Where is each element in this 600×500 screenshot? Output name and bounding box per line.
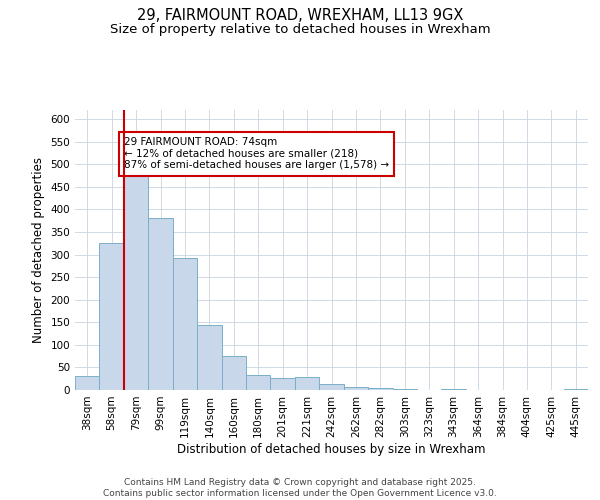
- Bar: [442, 389, 466, 390]
- Bar: [295, 378, 319, 390]
- Bar: [124, 168, 148, 390]
- Bar: [100, 243, 124, 390]
- Bar: [368, 388, 392, 390]
- Bar: [173, 258, 197, 390]
- Bar: [344, 387, 368, 390]
- Bar: [392, 389, 417, 390]
- Text: 29 FAIRMOUNT ROAD: 74sqm
← 12% of detached houses are smaller (218)
87% of semi-: 29 FAIRMOUNT ROAD: 74sqm ← 12% of detach…: [124, 137, 389, 170]
- Bar: [197, 324, 221, 390]
- Bar: [221, 356, 246, 390]
- Bar: [75, 376, 100, 390]
- Bar: [271, 378, 295, 390]
- Y-axis label: Number of detached properties: Number of detached properties: [32, 157, 45, 343]
- Text: 29, FAIRMOUNT ROAD, WREXHAM, LL13 9GX: 29, FAIRMOUNT ROAD, WREXHAM, LL13 9GX: [137, 8, 463, 22]
- Text: Size of property relative to detached houses in Wrexham: Size of property relative to detached ho…: [110, 22, 490, 36]
- X-axis label: Distribution of detached houses by size in Wrexham: Distribution of detached houses by size …: [177, 442, 486, 456]
- Text: Contains HM Land Registry data © Crown copyright and database right 2025.
Contai: Contains HM Land Registry data © Crown c…: [103, 478, 497, 498]
- Bar: [148, 218, 173, 390]
- Bar: [319, 384, 344, 390]
- Bar: [563, 388, 588, 390]
- Bar: [246, 375, 271, 390]
